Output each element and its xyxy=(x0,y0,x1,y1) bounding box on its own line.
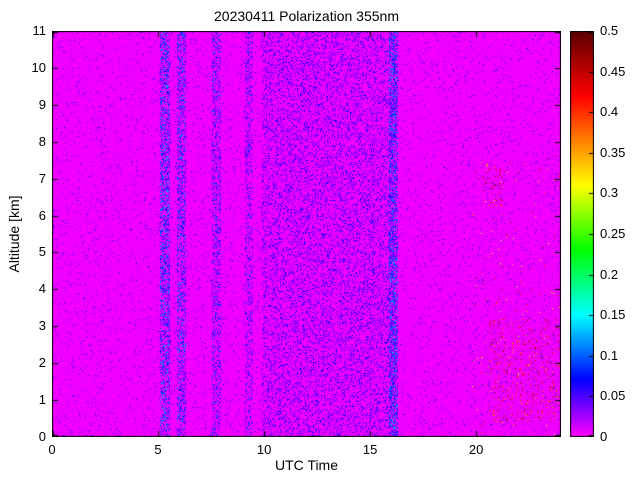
colorbar-tick-label: 0 xyxy=(600,429,608,444)
x-tick-label: 20 xyxy=(468,442,484,457)
x-axis-label: UTC Time xyxy=(275,457,338,473)
x-tick-label: 0 xyxy=(48,442,56,457)
colorbar-tick-label: 0.1 xyxy=(600,347,619,363)
colorbar-tick-label: 0.3 xyxy=(600,185,619,201)
colorbar-tick-label: 0.15 xyxy=(600,307,626,323)
colorbar-tick-label: 0.2 xyxy=(600,266,619,282)
colorbar-tick-label: 0.25 xyxy=(600,226,626,241)
y-tick-label: 0 xyxy=(38,429,46,444)
y-tick-label: 2 xyxy=(38,355,46,371)
colorbar-tick-label: 0.05 xyxy=(600,388,626,404)
chart-title: 20230411 Polarization 355nm xyxy=(214,8,399,24)
x-tick-label: 10 xyxy=(256,442,272,457)
y-tick-label: 1 xyxy=(38,392,46,408)
heatmap-plot xyxy=(52,31,561,437)
x-tick-label: 5 xyxy=(154,442,162,457)
y-tick-label: 4 xyxy=(38,281,46,297)
y-tick-label: 7 xyxy=(38,170,46,186)
y-axis-label: Altitude [km] xyxy=(6,195,22,273)
y-tick-label: 3 xyxy=(38,318,46,334)
y-tick-label: 5 xyxy=(38,244,46,260)
x-tick-label: 15 xyxy=(362,442,378,457)
y-tick-label: 11 xyxy=(32,23,47,38)
y-tick-label: 8 xyxy=(38,133,46,149)
colorbar-tick-label: 0.4 xyxy=(600,104,619,120)
y-tick-label: 6 xyxy=(38,207,46,223)
y-tick-label: 10 xyxy=(31,59,46,75)
colorbar-tick-label: 0.45 xyxy=(600,63,626,79)
colorbar xyxy=(570,31,594,437)
colorbar-tick-label: 0.5 xyxy=(600,23,619,38)
y-tick-label: 9 xyxy=(38,96,46,112)
colorbar-tick-label: 0.35 xyxy=(600,144,626,160)
